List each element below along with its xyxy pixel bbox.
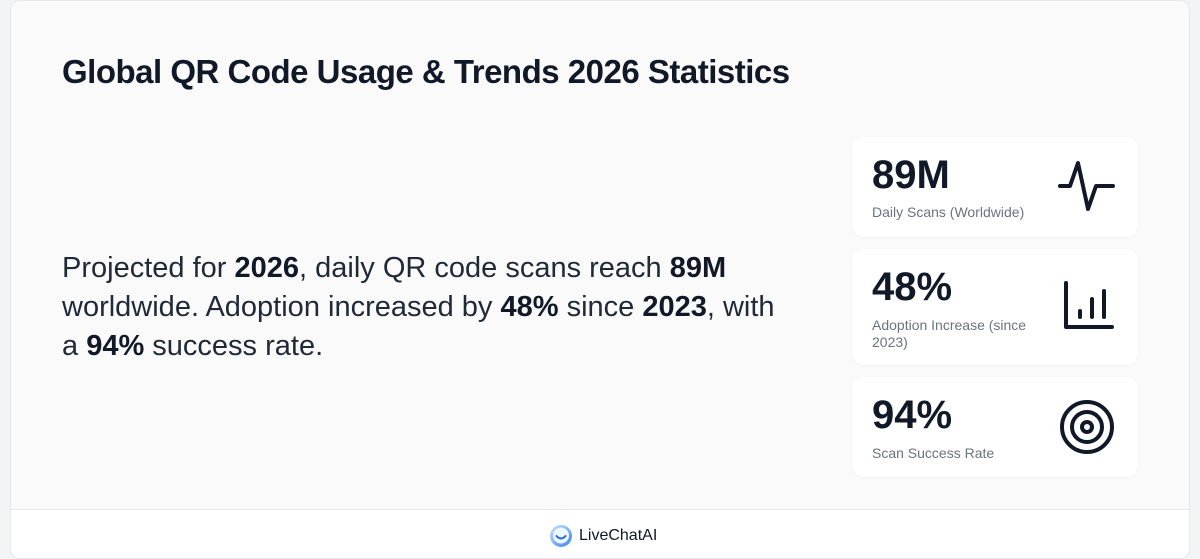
infographic-card: Global QR Code Usage & Trends 2026 Stati… [10,0,1190,559]
summary-text: Projected for 2026, daily QR code scans … [62,252,775,362]
stat-value: 94% [872,393,953,437]
footer: LiveChatAI [11,509,1189,558]
stat-label: Scan Success Rate [872,445,995,461]
brand-logo: LiveChatAI [549,524,657,548]
page-title: Global QR Code Usage & Trends 2026 Stati… [62,53,790,90]
activity-pulse-icon [1058,161,1115,211]
stat-value: 89M [872,153,950,197]
stat-value: 48% [872,265,953,309]
stat-label: Daily Scans (Worldwide) [872,204,1025,220]
stat-card-daily-scans: 89M Daily Scans (Worldwide) [852,137,1138,237]
bar-chart-icon [1064,281,1114,329]
target-icon [1060,400,1114,454]
smiley-logo-icon [550,525,572,547]
stat-card-adoption: 48% Adoption Increase (since 2023) [852,249,1138,365]
brand-name: LiveChatAI [579,527,658,544]
stat-label: Adoption Increase (since 2023) [872,317,1027,350]
stat-card-success-rate: 94% Scan Success Rate [852,377,1138,477]
